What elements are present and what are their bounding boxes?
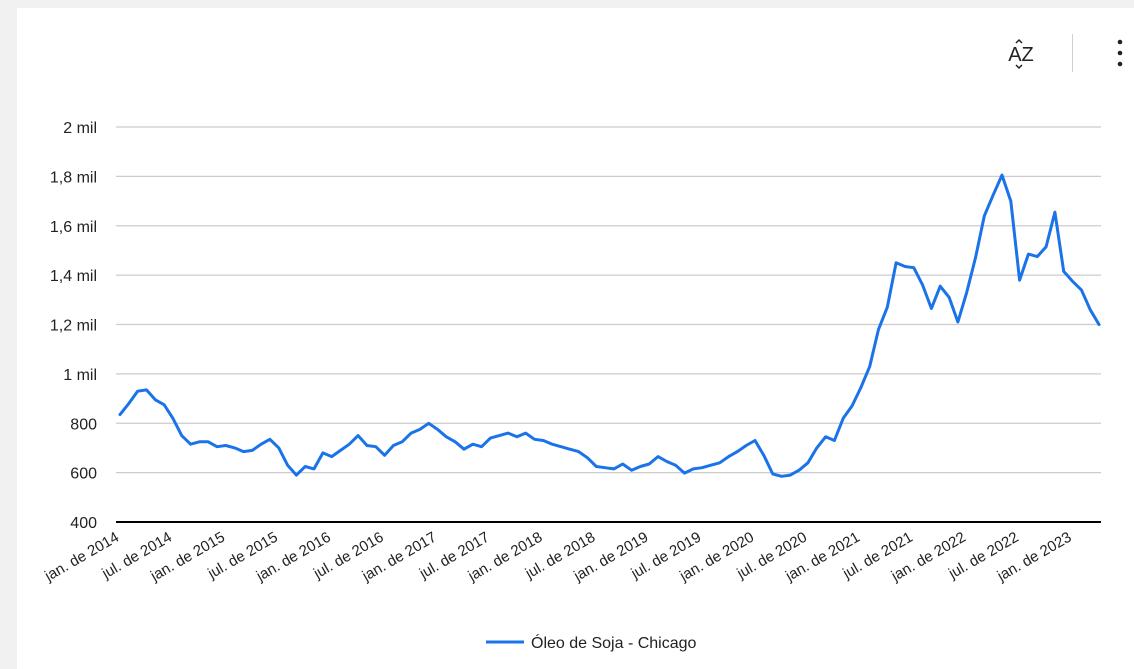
sort-az-icon: AZ <box>1008 38 1034 70</box>
y-tick-label: 600 <box>70 466 97 483</box>
sort-button[interactable]: AZ <box>1000 32 1042 74</box>
y-tick-label: 1,6 mil <box>50 219 97 236</box>
y-axis-ticks: 400 600 800 1 mil 1,2 mil 1,4 mil 1,6 mil 1,8 m… <box>50 120 97 532</box>
y-tick-label: 400 <box>70 515 97 532</box>
y-tick-label: 1,4 mil <box>50 268 97 285</box>
y-tick-label: 1 mil <box>63 367 97 384</box>
y-tick-label: 1,8 mil <box>50 169 97 186</box>
svg-text:AZ: AZ <box>1008 44 1034 66</box>
chart-grid <box>116 126 1101 523</box>
legend-label: Óleo de Soja - Chicago <box>531 633 697 652</box>
chart-legend: Óleo de Soja - Chicago <box>486 633 697 652</box>
y-tick-label: 1,2 mil <box>50 318 97 335</box>
chart-series <box>118 173 1101 478</box>
chart-card: AZ <box>17 8 1134 669</box>
y-tick-label: 2 mil <box>63 120 97 137</box>
toolbar-divider <box>1072 34 1073 72</box>
series-line-oleo-de-soja <box>118 173 1101 478</box>
more-options-button[interactable] <box>1106 32 1134 74</box>
y-tick-label: 800 <box>70 416 97 433</box>
more-vert-icon <box>1117 39 1123 67</box>
